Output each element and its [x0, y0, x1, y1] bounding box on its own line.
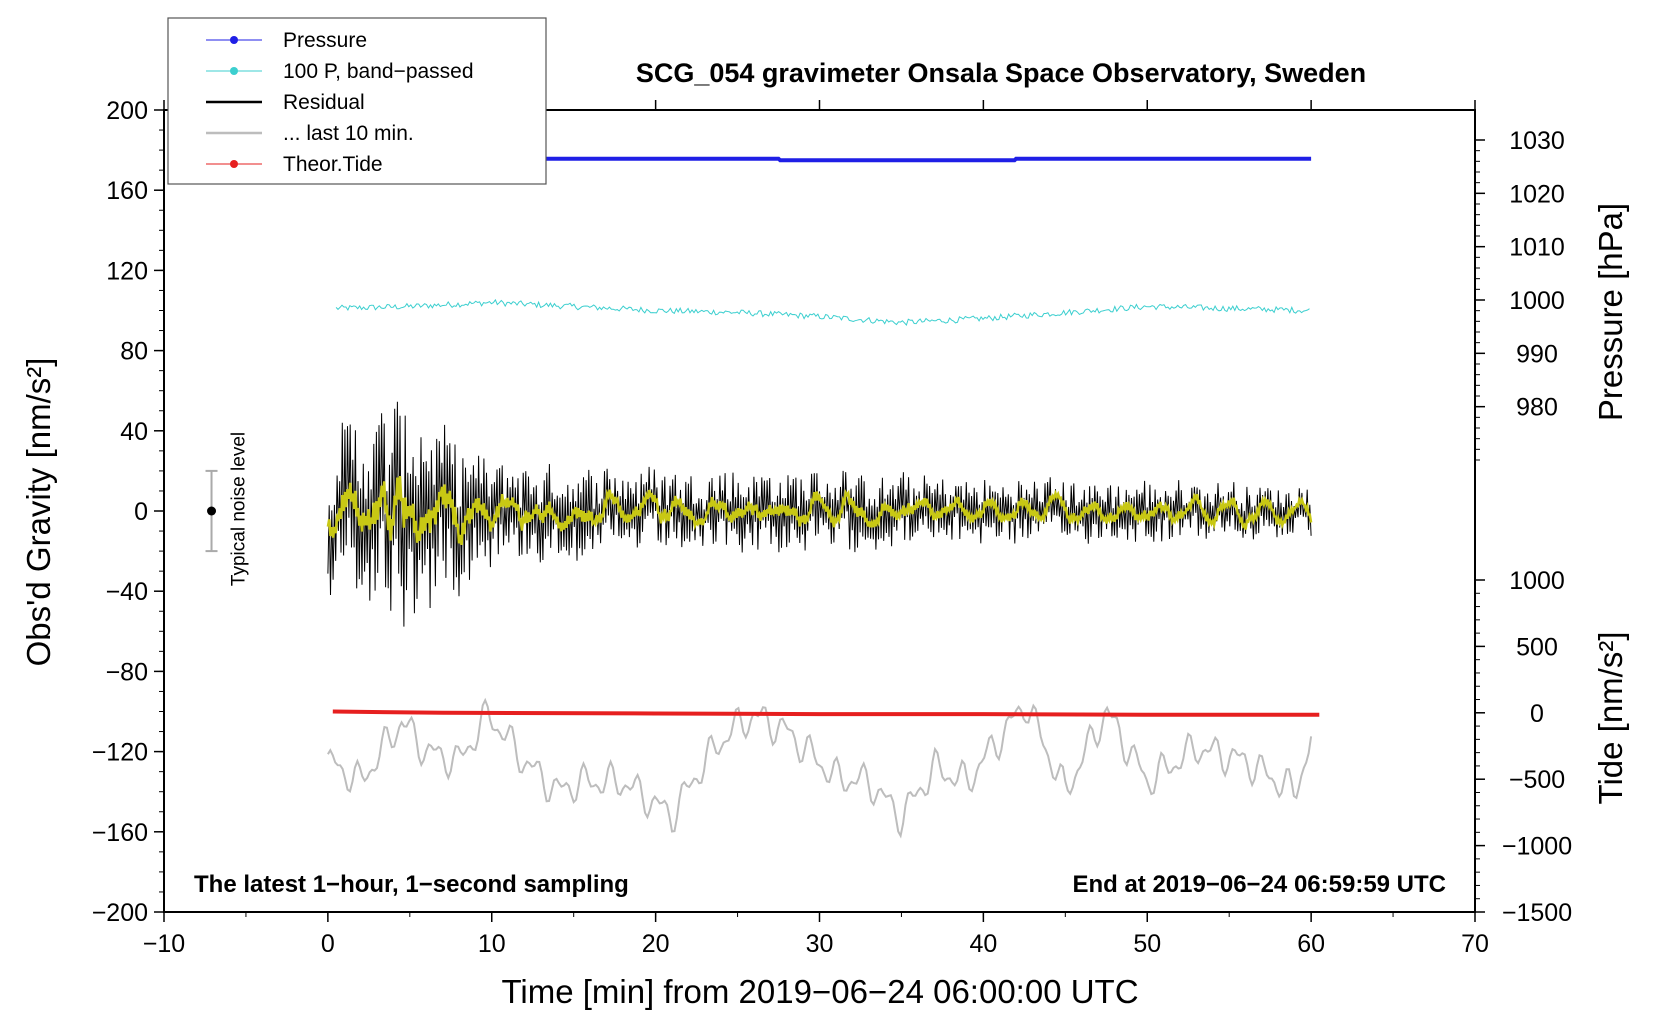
band-passed-pressure-line	[335, 298, 1310, 326]
pressure-tick-label: 990	[1516, 340, 1558, 368]
pressure-line	[327, 156, 1312, 163]
tide-tick-label: 0	[1530, 700, 1544, 728]
y-tick-label: −80	[106, 658, 148, 686]
sampling-note: The latest 1−hour, 1−second sampling	[194, 871, 629, 898]
x-tick-label: 60	[1297, 930, 1325, 958]
x-tick-label: 40	[969, 930, 997, 958]
y-tick-label: 200	[106, 97, 148, 125]
y-tick-label: 80	[120, 338, 148, 366]
series-layer	[326, 156, 1320, 839]
tide-tick-label: −1500	[1502, 899, 1572, 927]
legend-marker	[230, 160, 238, 168]
legend-label: Pressure	[283, 29, 367, 52]
noise-level-marker: Typical noise level	[205, 432, 250, 586]
legend: Pressure 100 P, band−passed Residual ... la…	[167, 17, 547, 185]
residual-smoothed-line	[326, 476, 1313, 546]
noise-label: Typical noise level	[229, 432, 250, 586]
legend-items: Pressure 100 P, band−passed Residual ... la…	[206, 29, 474, 176]
pressure-tick-label: 1000	[1509, 287, 1565, 315]
tide-tick-label: −500	[1509, 766, 1565, 794]
chart-title: SCG_054 gravimeter Onsala Space Observat…	[636, 58, 1366, 88]
tide-axis-label: Tide [nm/s²]	[1592, 632, 1629, 805]
y-tick-label: −40	[106, 578, 148, 606]
x-tick-label: −10	[143, 930, 185, 958]
x-tick-label: 30	[806, 930, 834, 958]
x-tick-label: 20	[642, 930, 670, 958]
y-tick-label: 0	[134, 498, 148, 526]
noise-center-dot	[207, 506, 217, 516]
y-tick-label: −160	[92, 819, 148, 847]
tide-tick-label: −1000	[1502, 833, 1572, 861]
x-tick-label: 70	[1461, 930, 1489, 958]
x-tick-label: 10	[478, 930, 506, 958]
y-tick-label: 160	[106, 177, 148, 205]
pressure-tick-label: 1030	[1509, 127, 1565, 155]
residual-line	[327, 401, 1312, 627]
pressure-tick-label: 980	[1516, 394, 1558, 422]
y-tick-label: 120	[106, 257, 148, 285]
legend-label: Theor.Tide	[283, 153, 383, 176]
pressure-axis-label: Pressure [hPa]	[1592, 203, 1629, 421]
legend-marker	[230, 36, 238, 44]
x-tick-label: 50	[1133, 930, 1161, 958]
last-10-min-line	[327, 697, 1313, 839]
legend-label: Residual	[283, 91, 365, 114]
tide-tick-label: 500	[1516, 633, 1558, 661]
y-tick-label: 40	[120, 418, 148, 446]
x-tick-label: 0	[321, 930, 335, 958]
x-axis-label: Time [min] from 2019−06−24 06:00:00 UTC	[501, 973, 1138, 1010]
tide-tick-label: 1000	[1509, 567, 1565, 595]
legend-label: 100 P, band−passed	[283, 60, 474, 83]
end-time-note: End at 2019−06−24 06:59:59 UTC	[1072, 871, 1446, 898]
y-tick-label: −200	[92, 899, 148, 927]
tide-line	[332, 709, 1320, 717]
legend-label: ... last 10 min.	[283, 122, 414, 145]
legend-marker	[230, 67, 238, 75]
y-axis-label: Obs'd Gravity [nm/s²]	[20, 358, 57, 667]
tick-layer: −10 0 10 20 30 40 50 60 70−200−160−120−80−400408…	[92, 97, 1572, 958]
y-tick-label: −120	[92, 739, 148, 767]
pressure-tick-label: 1010	[1509, 234, 1565, 262]
pressure-tick-label: 1020	[1509, 180, 1565, 208]
